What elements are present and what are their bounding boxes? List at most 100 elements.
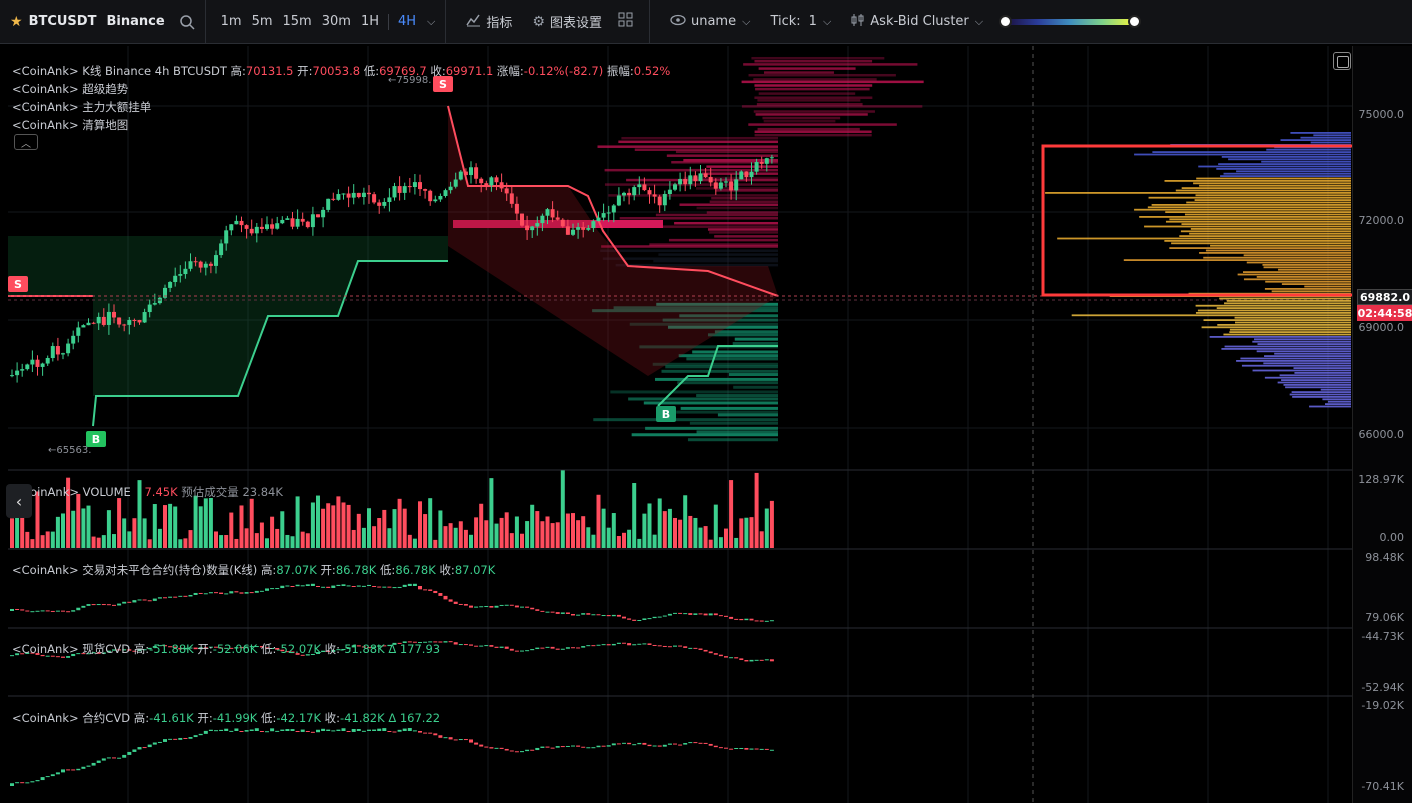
candle [606, 212, 611, 214]
slider-handle-right[interactable] [1128, 14, 1142, 28]
indicator-candle [275, 647, 280, 650]
order-band [686, 357, 778, 361]
volume-profile-bar [1279, 374, 1351, 377]
volume-bar [112, 534, 116, 548]
symbol-name[interactable]: BTCUSDT [28, 14, 97, 29]
collapse-legend-button[interactable]: ︿ [14, 134, 38, 150]
timeframe-15m[interactable]: 15m [282, 14, 312, 29]
exchange-name[interactable]: Binance [106, 14, 165, 29]
indicator-candle [198, 592, 203, 594]
volume-bar [310, 502, 315, 548]
liquidation-band [634, 148, 778, 151]
screenshot-icon[interactable] [1333, 52, 1351, 70]
indicator-candle [576, 647, 581, 649]
volume-bar [474, 517, 479, 548]
timeframe-30m[interactable]: 30m [321, 14, 351, 29]
candle [10, 375, 14, 377]
candle [453, 179, 458, 187]
chart-settings-button[interactable]: ⚙ 图表设置 [532, 12, 602, 32]
indicator-candle [224, 728, 229, 731]
heatmap-color-slider[interactable] [999, 14, 1142, 28]
volume-bar [137, 480, 142, 548]
order-band [707, 333, 778, 337]
favorite-star-icon[interactable]: ★ [10, 13, 23, 30]
supertrend-legend[interactable]: <CoinAnk> 超级趋势 [12, 82, 129, 96]
search-icon[interactable] [179, 14, 195, 30]
volume-profile-bar [1309, 405, 1351, 408]
symbol-group[interactable]: ★ BTCUSDT Binance [0, 0, 206, 43]
timeframe-1m[interactable]: 1m [220, 14, 242, 29]
indicator-candle [326, 650, 331, 652]
candle [25, 364, 30, 370]
indicator-candle [316, 586, 320, 587]
liquidation-band [763, 119, 836, 123]
liquidation-map-legend[interactable]: <CoinAnk> 清算地图 [12, 118, 129, 132]
timeframe-1h[interactable]: 1H [360, 14, 379, 29]
order-band [680, 406, 778, 410]
chevron-left-icon[interactable]: ‹ [6, 484, 32, 518]
volume-bar [469, 534, 473, 548]
candle [203, 263, 208, 268]
volume-profile-bar [1240, 357, 1351, 360]
indicator-candle [637, 620, 642, 622]
indicator-candle [203, 730, 208, 734]
candle [637, 184, 642, 188]
liquidation-band [758, 92, 856, 95]
indicator-candle [591, 645, 596, 647]
candle [397, 186, 402, 193]
user-dropdown[interactable]: uname ⌵ [670, 14, 750, 30]
timeframe-5m[interactable]: 5m [251, 14, 273, 29]
indicator-candle [86, 653, 91, 655]
indicator-candle [667, 613, 672, 616]
volume-bar [647, 503, 652, 548]
volume-bar [749, 517, 754, 548]
chevron-down-icon[interactable]: ⌵ [427, 14, 436, 28]
spot-delta: 177.93 [399, 642, 441, 656]
candle [693, 175, 698, 182]
layout-grid-icon[interactable] [618, 12, 633, 31]
indicator-candle [285, 729, 290, 731]
volume-bar [270, 516, 275, 548]
indicator-candle [61, 610, 65, 612]
large-orders-legend[interactable]: <CoinAnk> 主力大额挂单 [12, 100, 152, 114]
tick-dropdown[interactable]: Tick: 1 ⌵ [770, 14, 831, 29]
cluster-dropdown[interactable]: Ask-Bid Cluster ⌵ [851, 13, 983, 31]
indicator-candle [392, 731, 397, 733]
indicator-candle [66, 769, 71, 771]
liquidation-band [714, 235, 778, 238]
indicator-candle [157, 645, 162, 647]
indicator-candle [290, 729, 295, 731]
indicator-candle [147, 744, 152, 748]
indicator-candle [71, 653, 76, 657]
indicator-chart-icon [466, 13, 481, 31]
volume-profile-bar [1257, 343, 1351, 345]
candle [382, 201, 387, 206]
order-band [733, 385, 778, 389]
slider-handle-left[interactable] [999, 14, 1013, 28]
liquidation-band [756, 103, 863, 106]
volume-bar [346, 504, 351, 548]
indicator-candle [50, 774, 55, 777]
buy-marker-box [86, 431, 106, 447]
indicator-candle [127, 601, 132, 603]
volume-bar [555, 522, 560, 548]
candle [127, 319, 132, 325]
indicator-candle [382, 728, 387, 731]
indicator-candle [50, 610, 55, 612]
candle [545, 209, 550, 216]
volume-profile-bar [1223, 172, 1351, 175]
candle [234, 220, 239, 225]
timeframe-4h[interactable]: 4H [398, 14, 417, 29]
volume-profile-bar [1263, 362, 1351, 365]
indicator-candle [683, 646, 688, 648]
volume-bar [428, 498, 433, 548]
indicator-candle [412, 641, 417, 643]
price-axis[interactable]: 75000.0 72000.0 69000.0 66000.0 69882.0 … [1352, 46, 1412, 803]
indicator-candle [443, 737, 448, 739]
indicators-button[interactable]: 指标 [466, 12, 512, 31]
order-band [679, 314, 778, 318]
candle [499, 182, 504, 189]
chart-canvas[interactable]: S S B B ←75998. ←65563. [8, 46, 1357, 803]
volume-profile-bar [1322, 398, 1351, 401]
volume-profile-bar [1320, 388, 1351, 391]
